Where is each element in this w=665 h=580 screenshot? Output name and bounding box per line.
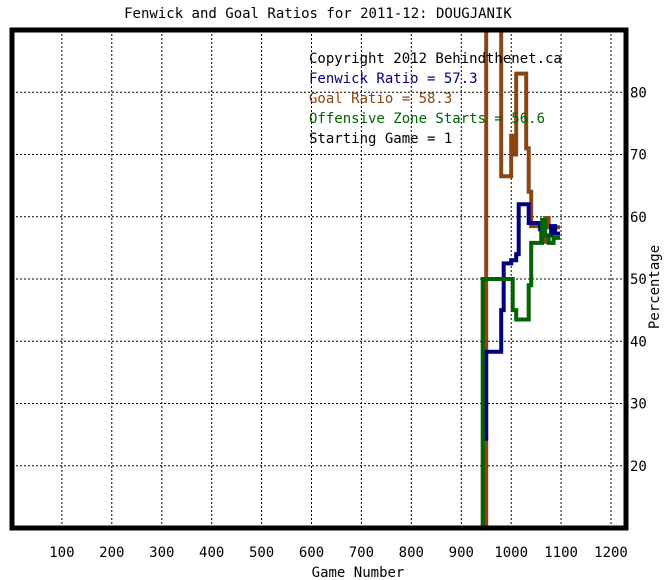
x-tick-label: 200 xyxy=(99,545,124,561)
x-tick-label: 500 xyxy=(249,545,274,561)
x-tick-label: 700 xyxy=(349,545,374,561)
y-tick-label: 30 xyxy=(630,397,647,413)
annotation-line: Goal Ratio = 58.3 xyxy=(309,91,452,107)
y-tick-label: 80 xyxy=(630,85,647,101)
x-tick-label: 600 xyxy=(299,545,324,561)
y-tick-label: 20 xyxy=(630,459,647,475)
y-axis-label: Percentage xyxy=(647,245,663,329)
series-line-goal xyxy=(484,28,561,528)
y-tick-label: 60 xyxy=(630,210,647,226)
x-axis-label: Game Number xyxy=(312,565,405,580)
chart-title: Fenwick and Goal Ratios for 2011-12: DOU… xyxy=(124,6,512,22)
plot-frame xyxy=(9,27,629,531)
annotation-line: Offensive Zone Starts = 56.6 xyxy=(309,111,545,127)
x-tick-label: 300 xyxy=(149,545,174,561)
x-tick-label: 1200 xyxy=(594,545,628,561)
y-tick-label: 40 xyxy=(630,334,647,350)
x-tick-label: 400 xyxy=(199,545,224,561)
annotation-line: Copyright 2012 Behindthenet.ca xyxy=(309,51,562,67)
series-line-ozone xyxy=(480,217,561,528)
x-tick-labels: 100 200 300 400 500 600 700 800 900 1000 1100 1200 xyxy=(49,545,628,561)
series-group xyxy=(480,28,561,528)
y-tick-label: 70 xyxy=(630,148,647,164)
annotation-line: Starting Game = 1 xyxy=(309,131,452,147)
annotations: Copyright 2012 Behindthenet.ca Fenwick Ra… xyxy=(309,51,562,147)
x-tick-label: 100 xyxy=(49,545,74,561)
annotation-line: Fenwick Ratio = 57.3 xyxy=(309,71,478,87)
x-tick-label: 1100 xyxy=(544,545,578,561)
y-tick-labels: 20 30 40 50 60 70 80 xyxy=(630,85,647,475)
x-tick-label: 900 xyxy=(449,545,474,561)
y-tick-label: 50 xyxy=(630,272,647,288)
x-tick-label: 800 xyxy=(399,545,424,561)
x-tick-label: 1000 xyxy=(494,545,528,561)
series-line-fenwick xyxy=(484,202,561,441)
